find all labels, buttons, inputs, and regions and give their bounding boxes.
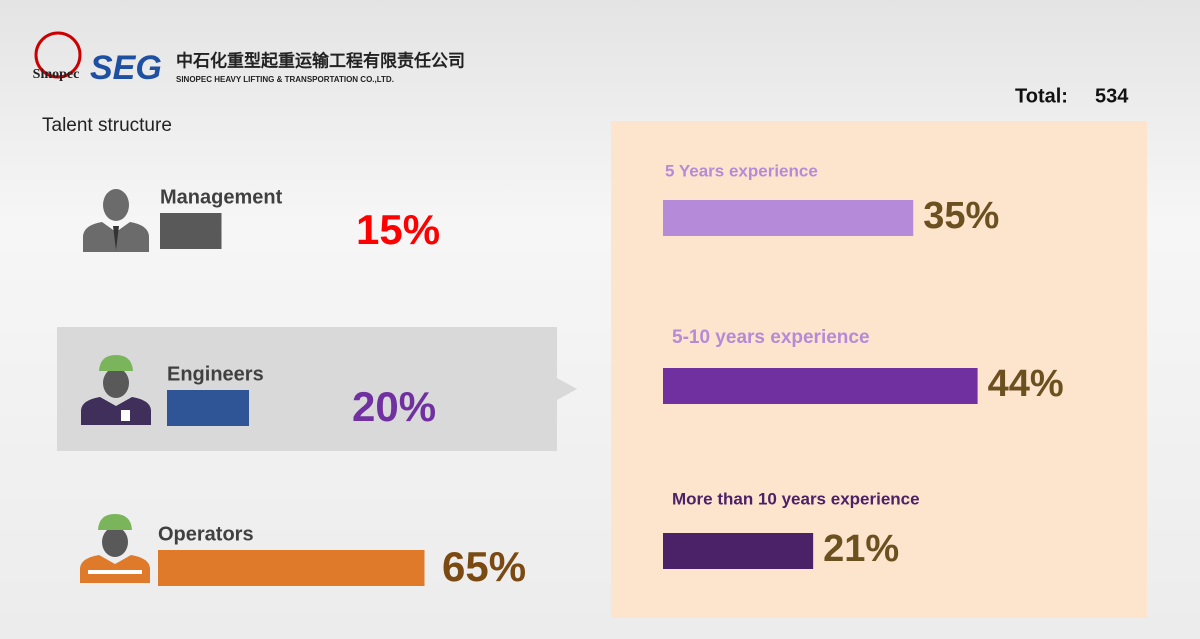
highlight-box	[57, 327, 577, 451]
value-label: 35%	[923, 195, 999, 237]
category-label: 5 Years experience	[665, 161, 818, 180]
bar	[167, 390, 249, 426]
category-label: Operators	[158, 523, 254, 545]
logo: Sinopec SEG 中石化重型起重运输工程有限责任公司 SINOPEC HE…	[33, 31, 465, 87]
category-label: Management	[160, 186, 283, 208]
sinopec-text: Sinopec	[33, 67, 80, 82]
company-en: SINOPEC HEAVY LIFTING & TRANSPORTATION C…	[176, 75, 394, 84]
bar	[663, 200, 914, 236]
category-label: 5-10 years experience	[672, 327, 870, 348]
value-label: 44%	[988, 363, 1064, 405]
manager-icon	[83, 189, 149, 252]
value-label: 20%	[352, 383, 436, 430]
total-label: Total:	[1015, 85, 1068, 107]
category-label: More than 10 years experience	[672, 489, 920, 508]
bar	[663, 533, 814, 569]
operator-icon	[80, 514, 150, 583]
category-label: Engineers	[167, 363, 264, 385]
value-label: 21%	[823, 528, 899, 570]
chart-title: Talent structure	[42, 115, 172, 136]
brand: SEG	[90, 49, 162, 87]
engineer-icon	[81, 355, 151, 425]
value-label: 15%	[356, 206, 440, 253]
bar	[158, 550, 425, 586]
value-label: 65%	[442, 543, 526, 590]
bar	[160, 213, 222, 249]
total: 534	[1095, 85, 1129, 107]
company-cn: 中石化重型起重运输工程有限责任公司	[176, 50, 465, 70]
bar	[663, 368, 978, 404]
